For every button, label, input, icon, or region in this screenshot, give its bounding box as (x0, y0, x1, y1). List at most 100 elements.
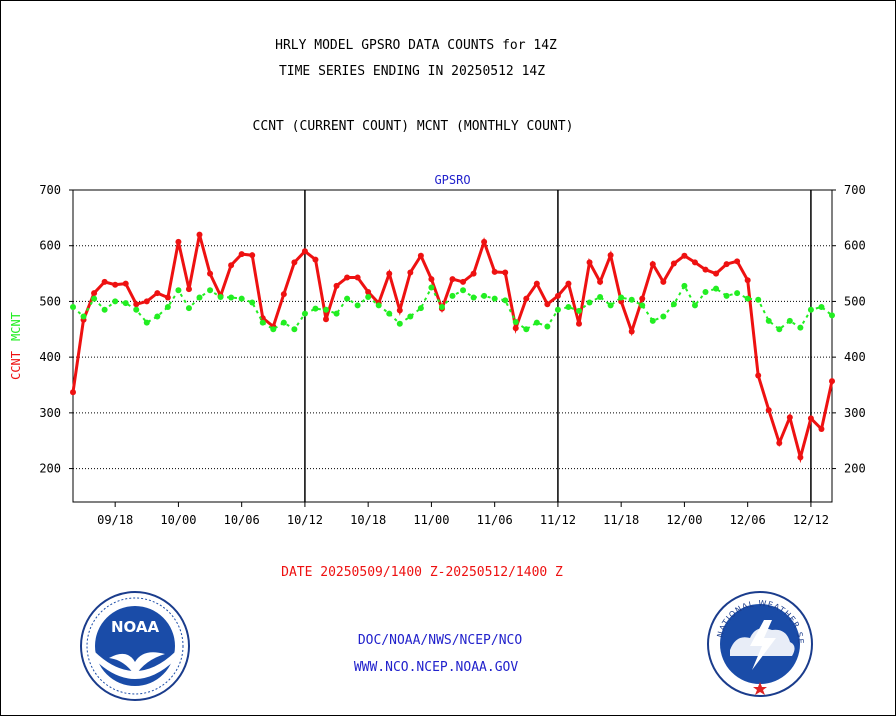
data-point-mcnt (713, 285, 720, 292)
header-subtitle: TIME SERIES ENDING IN 20250512 14Z (278, 64, 546, 79)
data-point-mcnt (449, 292, 456, 299)
data-point-mcnt (607, 302, 614, 309)
data-point-mcnt (438, 304, 445, 310)
data-point-ccnt (154, 290, 161, 297)
data-point-mcnt (649, 317, 656, 324)
y-tick-label-right: 400 (844, 350, 866, 364)
data-point-ccnt (301, 248, 308, 255)
data-point-ccnt (207, 270, 214, 277)
data-point-ccnt (449, 276, 456, 283)
data-point-mcnt (164, 304, 171, 310)
y-axis-ticks: 200 200 300 300 400 400 500 500 600 600 700 700 (39, 183, 865, 476)
data-point-ccnt (544, 301, 551, 308)
data-point-mcnt (744, 295, 751, 302)
x-tick-label: 11/18 (603, 513, 639, 527)
data-point-mcnt (323, 306, 329, 313)
data-point-ccnt (386, 270, 393, 277)
data-point-ccnt (765, 407, 772, 414)
data-point-mcnt (354, 302, 361, 309)
data-point-mcnt (691, 302, 698, 309)
y-tick-label-right: 600 (844, 239, 866, 253)
x-tick-label: 12/12 (793, 513, 829, 527)
data-point-ccnt (143, 298, 150, 305)
data-point-ccnt (228, 262, 235, 269)
y-tick-label-left: 300 (39, 406, 61, 420)
data-point-mcnt (344, 295, 351, 302)
data-point-mcnt (723, 292, 730, 299)
data-point-ccnt (481, 238, 488, 245)
data-point-ccnt (112, 281, 119, 288)
data-point-mcnt (428, 284, 435, 291)
data-point-ccnt (576, 320, 582, 327)
data-point-mcnt (280, 319, 287, 326)
data-point-mcnt (270, 326, 277, 333)
data-point-ccnt (133, 301, 140, 308)
y-tick-label-left: 500 (39, 294, 61, 308)
data-point-mcnt (681, 282, 688, 289)
noaa-logo: NOAA (80, 591, 190, 701)
data-point-ccnt (702, 266, 709, 273)
data-point-ccnt (807, 415, 814, 422)
data-point-mcnt (818, 304, 825, 310)
data-point-mcnt (544, 323, 551, 330)
data-point-mcnt (259, 319, 266, 326)
data-point-ccnt (607, 252, 614, 259)
data-point-mcnt (207, 287, 214, 294)
grid-lines (73, 189, 832, 502)
data-point-ccnt (470, 270, 477, 277)
data-point-mcnt (365, 293, 372, 300)
data-point-mcnt (143, 319, 150, 326)
y-tick-label-right: 300 (844, 406, 866, 420)
x-tick-label: 11/06 (477, 513, 513, 527)
data-point-mcnt (786, 317, 793, 324)
data-point-mcnt (91, 295, 98, 302)
data-point-ccnt (512, 325, 519, 332)
data-point-mcnt (154, 313, 161, 320)
y-label-ccnt: CCNT (9, 351, 23, 380)
x-tick-label: 09/18 (97, 513, 133, 527)
data-point-ccnt (723, 261, 730, 268)
data-point-ccnt (660, 278, 667, 285)
data-point-mcnt (196, 294, 203, 301)
header-title: HRLY MODEL GPSRO DATA COUNTS for 14Z (275, 38, 557, 53)
data-point-mcnt (628, 296, 635, 303)
data-point-ccnt (691, 259, 698, 266)
data-point-ccnt (502, 269, 509, 276)
website-link[interactable]: WWW.NCO.NCEP.NOAA.GOV (353, 660, 519, 675)
data-point-ccnt (417, 252, 424, 259)
data-point-ccnt (238, 251, 245, 258)
data-point-mcnt (301, 310, 308, 317)
data-point-ccnt (333, 282, 340, 289)
data-point-mcnt (228, 294, 235, 301)
data-point-ccnt (280, 291, 287, 298)
data-point-ccnt (533, 280, 540, 287)
data-point-mcnt (533, 319, 540, 326)
header-legend-description: CCNT (CURRENT COUNT) MCNT (MONTHLY COUNT… (252, 119, 574, 134)
data-point-mcnt (797, 324, 804, 331)
data-point-ccnt (755, 372, 762, 379)
data-point-ccnt (259, 315, 266, 322)
data-point-mcnt (217, 293, 224, 300)
x-tick-label: 10/06 (224, 513, 260, 527)
data-point-mcnt (491, 295, 498, 302)
series-line-ccnt (71, 234, 834, 464)
data-point-mcnt (386, 310, 393, 317)
data-point-mcnt (101, 306, 108, 313)
data-point-ccnt (175, 238, 182, 245)
data-point-mcnt (660, 313, 667, 320)
data-point-ccnt (681, 252, 688, 259)
data-point-ccnt (734, 258, 741, 265)
data-point-mcnt (312, 305, 319, 312)
data-point-mcnt (291, 326, 298, 333)
x-tick-label: 12/06 (730, 513, 766, 527)
data-point-ccnt (407, 269, 414, 276)
data-point-mcnt (639, 302, 646, 309)
data-point-ccnt (396, 307, 403, 314)
y-tick-label-left: 400 (39, 350, 61, 364)
data-point-mcnt (618, 294, 625, 301)
data-point-ccnt (249, 252, 256, 259)
data-point-mcnt (470, 294, 477, 301)
series-mcnt (70, 282, 835, 333)
x-axis-ticks: 09/18 10/00 10/06 10/12 10/18 11/00 11/06 11/12… (97, 502, 829, 527)
org-label: DOC/NOAA/NWS/NCEP/NCO (357, 633, 523, 648)
